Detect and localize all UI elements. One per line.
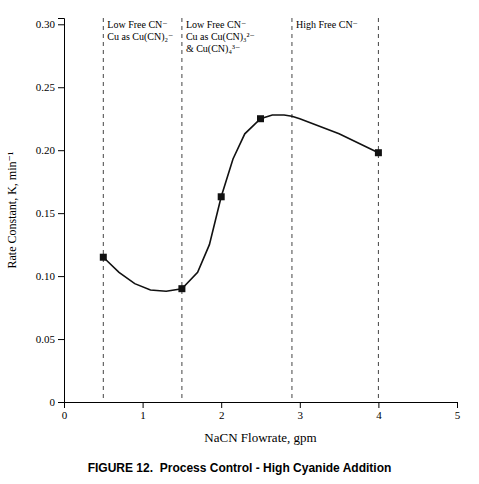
y-tick-label: 0.05: [36, 333, 56, 345]
x-tick-mark: [143, 402, 144, 408]
y-axis-line: [58, 19, 65, 403]
y-tick: 0.25: [36, 81, 64, 93]
x-tick: 0: [62, 402, 68, 421]
y-tick: 0: [50, 396, 65, 408]
y-tick-label: 0: [50, 396, 56, 408]
y-tick: 0.10: [36, 270, 64, 282]
y-tick: 0.05: [36, 333, 64, 345]
y-tick-mark: [58, 150, 64, 151]
annotations: Low Free CN⁻Cu as Cu(CN)₂⁻Low Free CN⁻Cu…: [107, 19, 358, 55]
vertical-line: [291, 18, 292, 402]
y-tick: 0.15: [36, 207, 64, 219]
chart: 0 1 2 3 4 5 0 0.05 0.10 0.15 0.20 0.25 0.30 Low Free …: [0, 0, 479, 484]
vertical-line: [103, 18, 104, 402]
marks: [100, 18, 382, 402]
y-axis: 0 0.05 0.10 0.15 0.20 0.25 0.30: [36, 18, 65, 408]
region-label: & Cu(CN)₄³⁻: [186, 43, 240, 55]
x-tick-mark: [221, 402, 222, 408]
marker: [178, 285, 185, 292]
x-axis-title: NaCN Flowrate, gpm: [204, 430, 316, 445]
y-tick-label: 0.20: [36, 144, 56, 156]
region-label: Cu as Cu(CN)₃²⁻: [186, 31, 255, 43]
y-tick: 0.20: [36, 144, 64, 156]
x-axis: 0 1 2 3 4 5: [62, 402, 461, 421]
x-tick: 3: [298, 402, 304, 421]
marker: [100, 254, 107, 261]
region-label: High Free CN⁻: [296, 19, 358, 30]
y-tick-label: 0.30: [36, 18, 56, 30]
x-tick: 5: [455, 402, 461, 421]
x-tick-label: 5: [455, 409, 461, 421]
x-tick-label: 2: [219, 409, 225, 421]
vertical-line: [181, 18, 182, 402]
y-axis-title: Rate Constant, K, min⁻¹: [5, 151, 19, 268]
x-tick: 4: [376, 402, 382, 421]
x-tick-mark: [457, 402, 458, 408]
x-tick-label: 4: [376, 409, 382, 421]
y-tick-label: 0.15: [36, 207, 56, 219]
y-tick-mark: [58, 339, 64, 340]
region-label: Cu as Cu(CN)₂⁻: [107, 31, 173, 43]
marker: [375, 149, 382, 156]
marker: [257, 115, 264, 122]
y-tick-mark: [58, 87, 64, 88]
x-tick: 2: [219, 402, 225, 421]
region-label: Low Free CN⁻: [107, 19, 167, 30]
x-axis-line: [65, 403, 458, 409]
x-tick-label: 3: [298, 409, 304, 421]
marker: [218, 193, 225, 200]
x-tick-label: 0: [62, 409, 68, 421]
vertical-line: [378, 18, 379, 402]
y-tick-label: 0.25: [36, 81, 56, 93]
y-tick: 0.30: [36, 18, 64, 30]
region-label: Low Free CN⁻: [186, 19, 246, 30]
plot: 0 1 2 3 4 5 0 0.05 0.10 0.15 0.20 0.25 0.30 Low Free …: [36, 18, 461, 421]
x-tick-mark: [378, 402, 379, 408]
x-tick: 1: [140, 402, 146, 421]
x-tick-mark: [300, 402, 301, 408]
title: FIGURE 12. Process Control - High Cyanid…: [88, 461, 392, 475]
line: [103, 115, 378, 291]
y-tick-mark: [58, 402, 64, 403]
y-tick-label: 0.10: [36, 270, 56, 282]
y-tick-mark: [58, 276, 64, 277]
x-tick-label: 1: [140, 409, 146, 421]
y-tick-mark: [58, 24, 64, 25]
y-tick-mark: [58, 213, 64, 214]
